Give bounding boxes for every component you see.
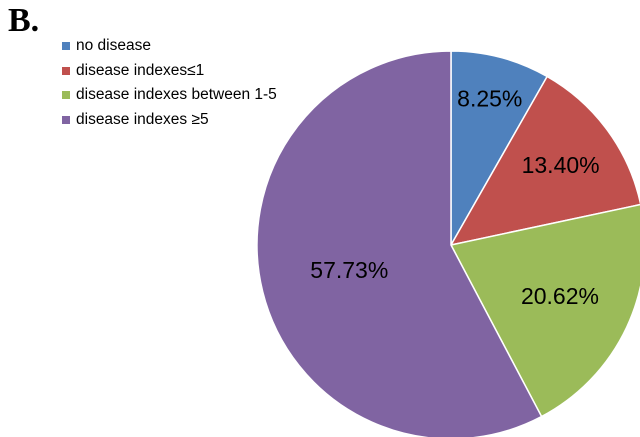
legend-label: disease indexes≤1	[76, 61, 205, 79]
pie-slice	[450, 50, 549, 248]
panel-label: B.	[8, 2, 40, 39]
slice-label: 57.73%	[310, 257, 388, 283]
legend-swatch	[62, 115, 70, 124]
pie-slice	[256, 50, 543, 437]
legend-item: disease indexes between 1-5	[62, 83, 277, 108]
legend-label: no disease	[76, 37, 151, 55]
pie-slice	[449, 203, 640, 418]
legend-item: disease indexes≤1	[62, 59, 277, 84]
pie-slice	[449, 75, 640, 247]
legend-item: no disease	[62, 34, 277, 59]
legend-label: disease indexes between 1-5	[76, 86, 277, 104]
legend-item: disease indexes ≥5	[62, 108, 277, 133]
legend-swatch	[62, 66, 70, 75]
legend-label: disease indexes ≥5	[76, 110, 209, 128]
slice-label: 13.40%	[522, 152, 600, 178]
legend-swatch	[62, 42, 70, 51]
legend: no disease disease indexes≤1 disease index…	[62, 34, 277, 132]
slice-label: 8.25%	[457, 86, 522, 112]
slice-label: 20.62%	[521, 283, 599, 309]
legend-swatch	[62, 91, 70, 100]
